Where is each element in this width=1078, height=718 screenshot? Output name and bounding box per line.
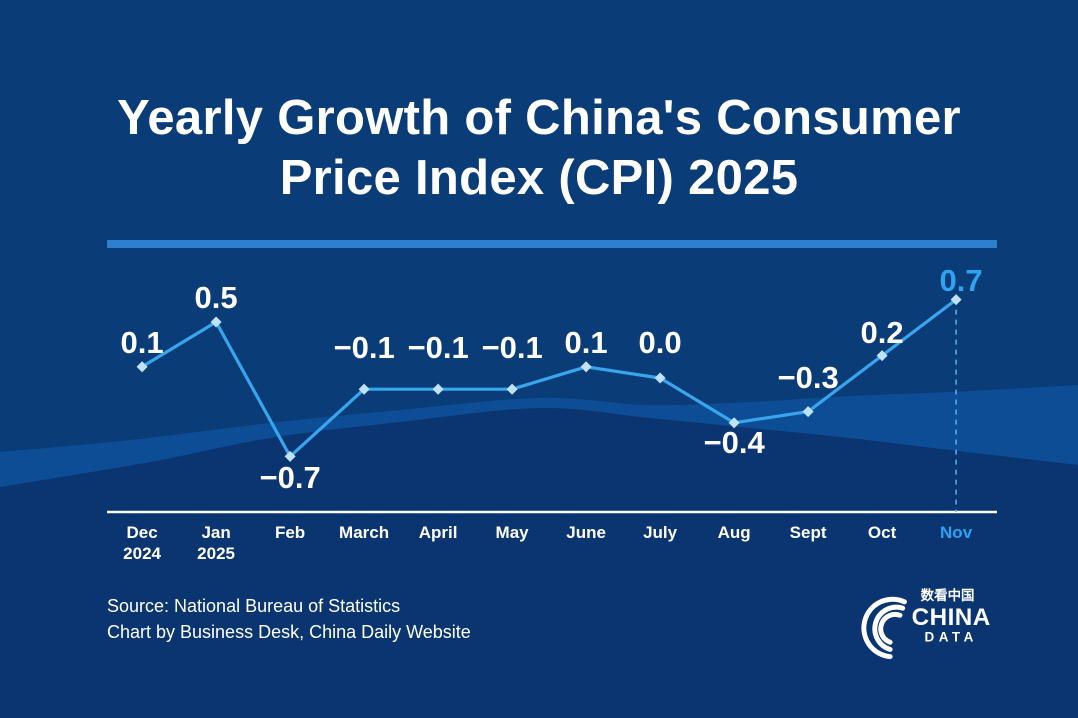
- svg-text:CHINA: CHINA: [912, 604, 991, 631]
- svg-text:数看中国: 数看中国: [921, 587, 975, 603]
- svg-text:DATA: DATA: [925, 629, 978, 644]
